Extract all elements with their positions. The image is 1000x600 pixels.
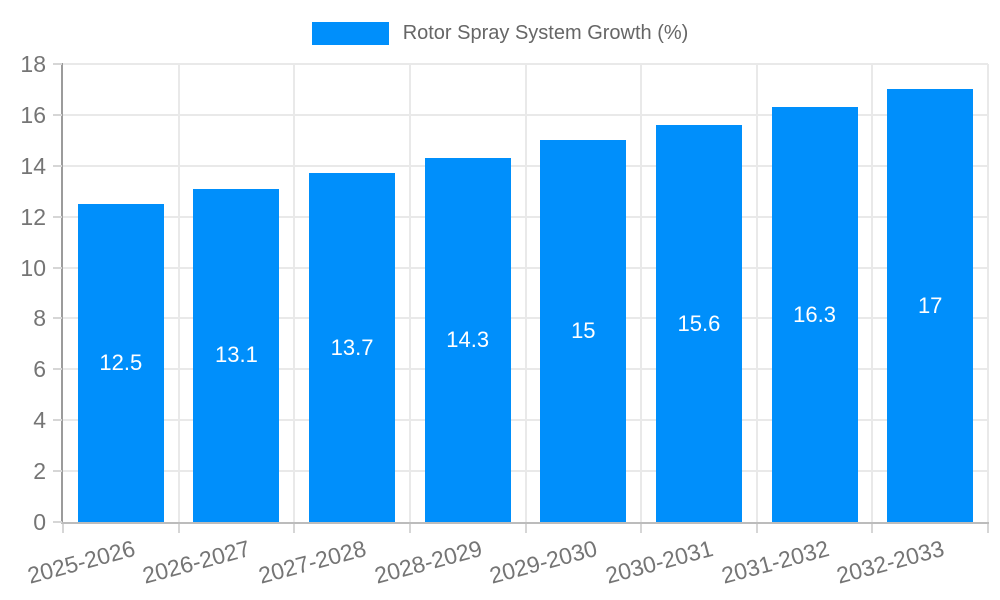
y-axis-tick-label: 14 [20, 152, 46, 179]
y-axis-tick-label: 16 [20, 101, 46, 128]
y-axis-tick-mark [53, 419, 62, 422]
bar[interactable]: 17 [887, 89, 974, 522]
v-gridline [755, 64, 758, 522]
v-gridline [987, 64, 989, 522]
v-gridline [524, 64, 527, 522]
bar[interactable]: 13.7 [309, 173, 396, 522]
x-axis-tick-label: 2026-2027 [140, 535, 254, 589]
bar[interactable]: 14.3 [424, 158, 511, 522]
y-axis-tick-label: 4 [33, 407, 46, 434]
bar-value-label: 15.6 [677, 310, 721, 336]
bar-value-label: 13.7 [330, 334, 374, 360]
bar-value-label: 17 [917, 292, 943, 318]
v-gridline [871, 64, 874, 522]
y-axis-tick-mark [53, 164, 62, 167]
bar[interactable]: 12.5 [77, 203, 164, 522]
x-axis-tick-label: 2032-2033 [833, 535, 947, 589]
x-axis-tick-mark [871, 524, 874, 533]
bar[interactable]: 16.3 [771, 107, 858, 522]
x-axis-tick-mark [987, 524, 989, 533]
y-axis-tick-label: 8 [33, 305, 46, 332]
legend-swatch-icon [311, 22, 389, 45]
x-axis-tick-mark [640, 524, 643, 533]
y-axis-tick-label: 2 [33, 458, 46, 485]
bar[interactable]: 15 [540, 140, 627, 522]
y-axis-tick-label: 6 [33, 356, 46, 383]
y-axis-tick-label: 12 [20, 203, 46, 230]
y-axis-tick-mark [53, 368, 62, 371]
y-axis-tick-mark [53, 521, 62, 523]
y-axis-line [61, 63, 63, 524]
x-axis-tick-label: 2029-2030 [487, 535, 601, 589]
y-axis-tick-label: 18 [20, 51, 46, 77]
legend[interactable]: Rotor Spray System Growth (%) [0, 22, 1000, 45]
y-axis-tick-mark [53, 215, 62, 218]
x-axis-tick-mark [177, 524, 180, 533]
x-axis-tick-label: 2031-2032 [718, 535, 832, 589]
bar-value-label: 14.3 [446, 327, 490, 353]
v-gridline [408, 64, 411, 522]
plot-area: 12.5 13.1 13.7 14.3 15 15.6 16.3 17 [63, 63, 989, 522]
y-axis-tick-mark [53, 113, 62, 116]
x-axis-tick-mark [62, 524, 64, 533]
x-axis-tick-label: 2027-2028 [255, 535, 369, 589]
bar-value-label: 16.3 [793, 301, 836, 327]
bar[interactable]: 15.6 [655, 125, 742, 522]
y-axis-tick-mark [53, 266, 62, 269]
x-axis-tick-mark [408, 524, 411, 533]
x-axis-tick-mark [755, 524, 758, 533]
bar[interactable]: 13.1 [193, 188, 280, 522]
y-axis-tick-mark [53, 63, 62, 65]
bar-value-label: 12.5 [99, 349, 143, 375]
bar-value-label: 13.1 [215, 342, 258, 368]
x-axis-tick-mark [293, 524, 296, 533]
x-axis-tick-mark [524, 524, 527, 533]
y-axis-tick-mark [53, 470, 62, 473]
x-axis-tick-label: 2028-2029 [371, 535, 485, 589]
v-gridline [177, 64, 180, 522]
y-axis-tick-mark [53, 317, 62, 320]
bar-value-label: 15 [571, 318, 596, 344]
v-gridline [293, 64, 296, 522]
x-axis-tick-label: 2030-2031 [602, 535, 716, 589]
v-gridline [640, 64, 643, 522]
y-axis-tick-label: 10 [20, 254, 46, 281]
legend-label: Rotor Spray System Growth (%) [402, 22, 689, 44]
x-axis-line [61, 522, 989, 524]
y-axis-tick-label: 0 [33, 509, 46, 535]
x-axis-tick-label: 2025-2026 [24, 535, 138, 589]
